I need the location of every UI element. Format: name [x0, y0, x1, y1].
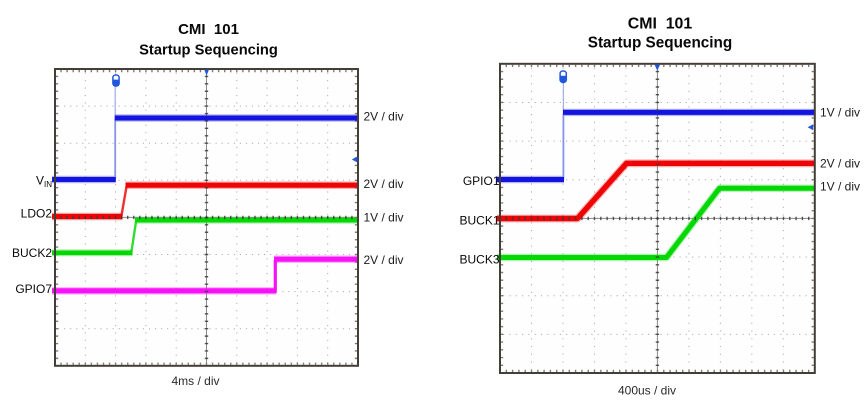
- svg-text:BUCK3: BUCK3: [459, 253, 499, 267]
- svg-text:1V / div: 1V / div: [820, 180, 860, 194]
- svg-text:GPIO7: GPIO7: [15, 282, 52, 296]
- svg-text:400us / div: 400us / div: [618, 384, 676, 398]
- svg-text:CMI 101: CMI 101: [178, 21, 239, 38]
- svg-text:GPIO1: GPIO1: [463, 174, 500, 188]
- svg-text:Startup Sequencing: Startup Sequencing: [588, 35, 732, 52]
- svg-text:2V / div: 2V / div: [364, 109, 404, 123]
- svg-text:2V / div: 2V / div: [364, 177, 404, 191]
- svg-text:LDO2: LDO2: [21, 206, 53, 220]
- svg-text:4ms / div: 4ms / div: [171, 374, 219, 388]
- svg-text:CMI 101: CMI 101: [628, 15, 693, 32]
- svg-text:BUCK2: BUCK2: [12, 246, 52, 260]
- svg-text:Startup Sequencing: Startup Sequencing: [139, 43, 278, 59]
- svg-text:1V / div: 1V / div: [820, 106, 860, 120]
- svg-text:1V / div: 1V / div: [364, 211, 404, 225]
- svg-text:BUCK1: BUCK1: [459, 213, 499, 227]
- svg-text:2V / div: 2V / div: [364, 253, 404, 267]
- svg-text:2V / div: 2V / div: [820, 157, 860, 171]
